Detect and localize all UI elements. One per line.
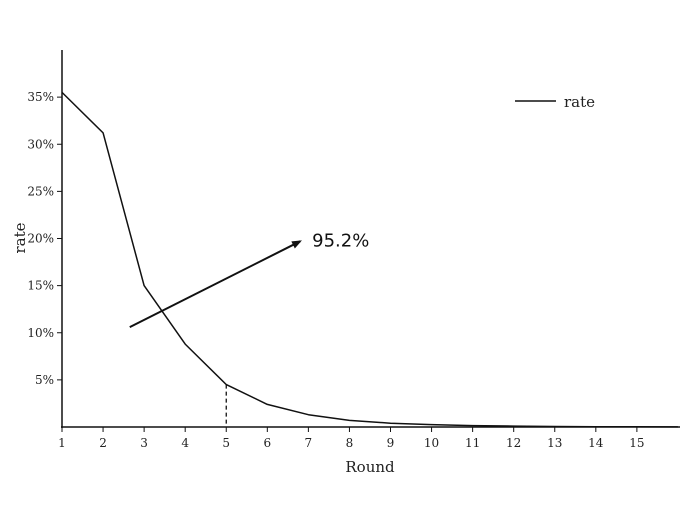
series-line-rate bbox=[61, 91, 678, 428]
series-layer bbox=[61, 91, 678, 428]
y-tick-label: 20% bbox=[27, 232, 54, 246]
x-tick-label: 8 bbox=[346, 436, 354, 450]
x-tick-label: 5 bbox=[222, 436, 230, 450]
y-tick-label: 10% bbox=[27, 326, 54, 340]
x-axis-label: Round bbox=[345, 458, 395, 476]
x-tick-label: 12 bbox=[506, 436, 521, 450]
y-tick-label: 15% bbox=[27, 279, 54, 293]
y-tick-label: 30% bbox=[27, 137, 54, 151]
x-tick-label: 9 bbox=[387, 436, 395, 450]
annotations: 95.2% bbox=[129, 230, 369, 427]
y-tick-label: 35% bbox=[27, 90, 54, 104]
annotation-label: 95.2% bbox=[312, 230, 369, 251]
x-tick-label: 11 bbox=[465, 436, 480, 450]
x-tick-label: 7 bbox=[305, 436, 313, 450]
y-tick-label: 5% bbox=[35, 373, 54, 387]
x-tick-label: 1 bbox=[58, 436, 66, 450]
x-tick-label: 6 bbox=[263, 436, 271, 450]
legend-label: rate bbox=[564, 93, 595, 111]
y-axis-label: rate bbox=[11, 222, 29, 253]
x-tick-label: 14 bbox=[588, 436, 604, 450]
x-tick-label: 13 bbox=[547, 436, 562, 450]
legend: rate bbox=[515, 93, 595, 111]
x-tick-label: 10 bbox=[424, 436, 439, 450]
y-tick-label: 25% bbox=[27, 184, 54, 198]
y-axis-ticks: 5% 10% 15% 20% 25% 30% 35% bbox=[27, 90, 62, 387]
x-tick-label: 15 bbox=[629, 436, 644, 450]
x-tick-label: 3 bbox=[140, 436, 148, 450]
annotation-arrow bbox=[129, 240, 302, 328]
x-axis-ticks: 1 2 3 4 5 6 7 8 9 10 11 12 13 14 15 bbox=[58, 427, 645, 450]
x-tick-label: 4 bbox=[181, 436, 189, 450]
x-tick-label: 2 bbox=[99, 436, 107, 450]
